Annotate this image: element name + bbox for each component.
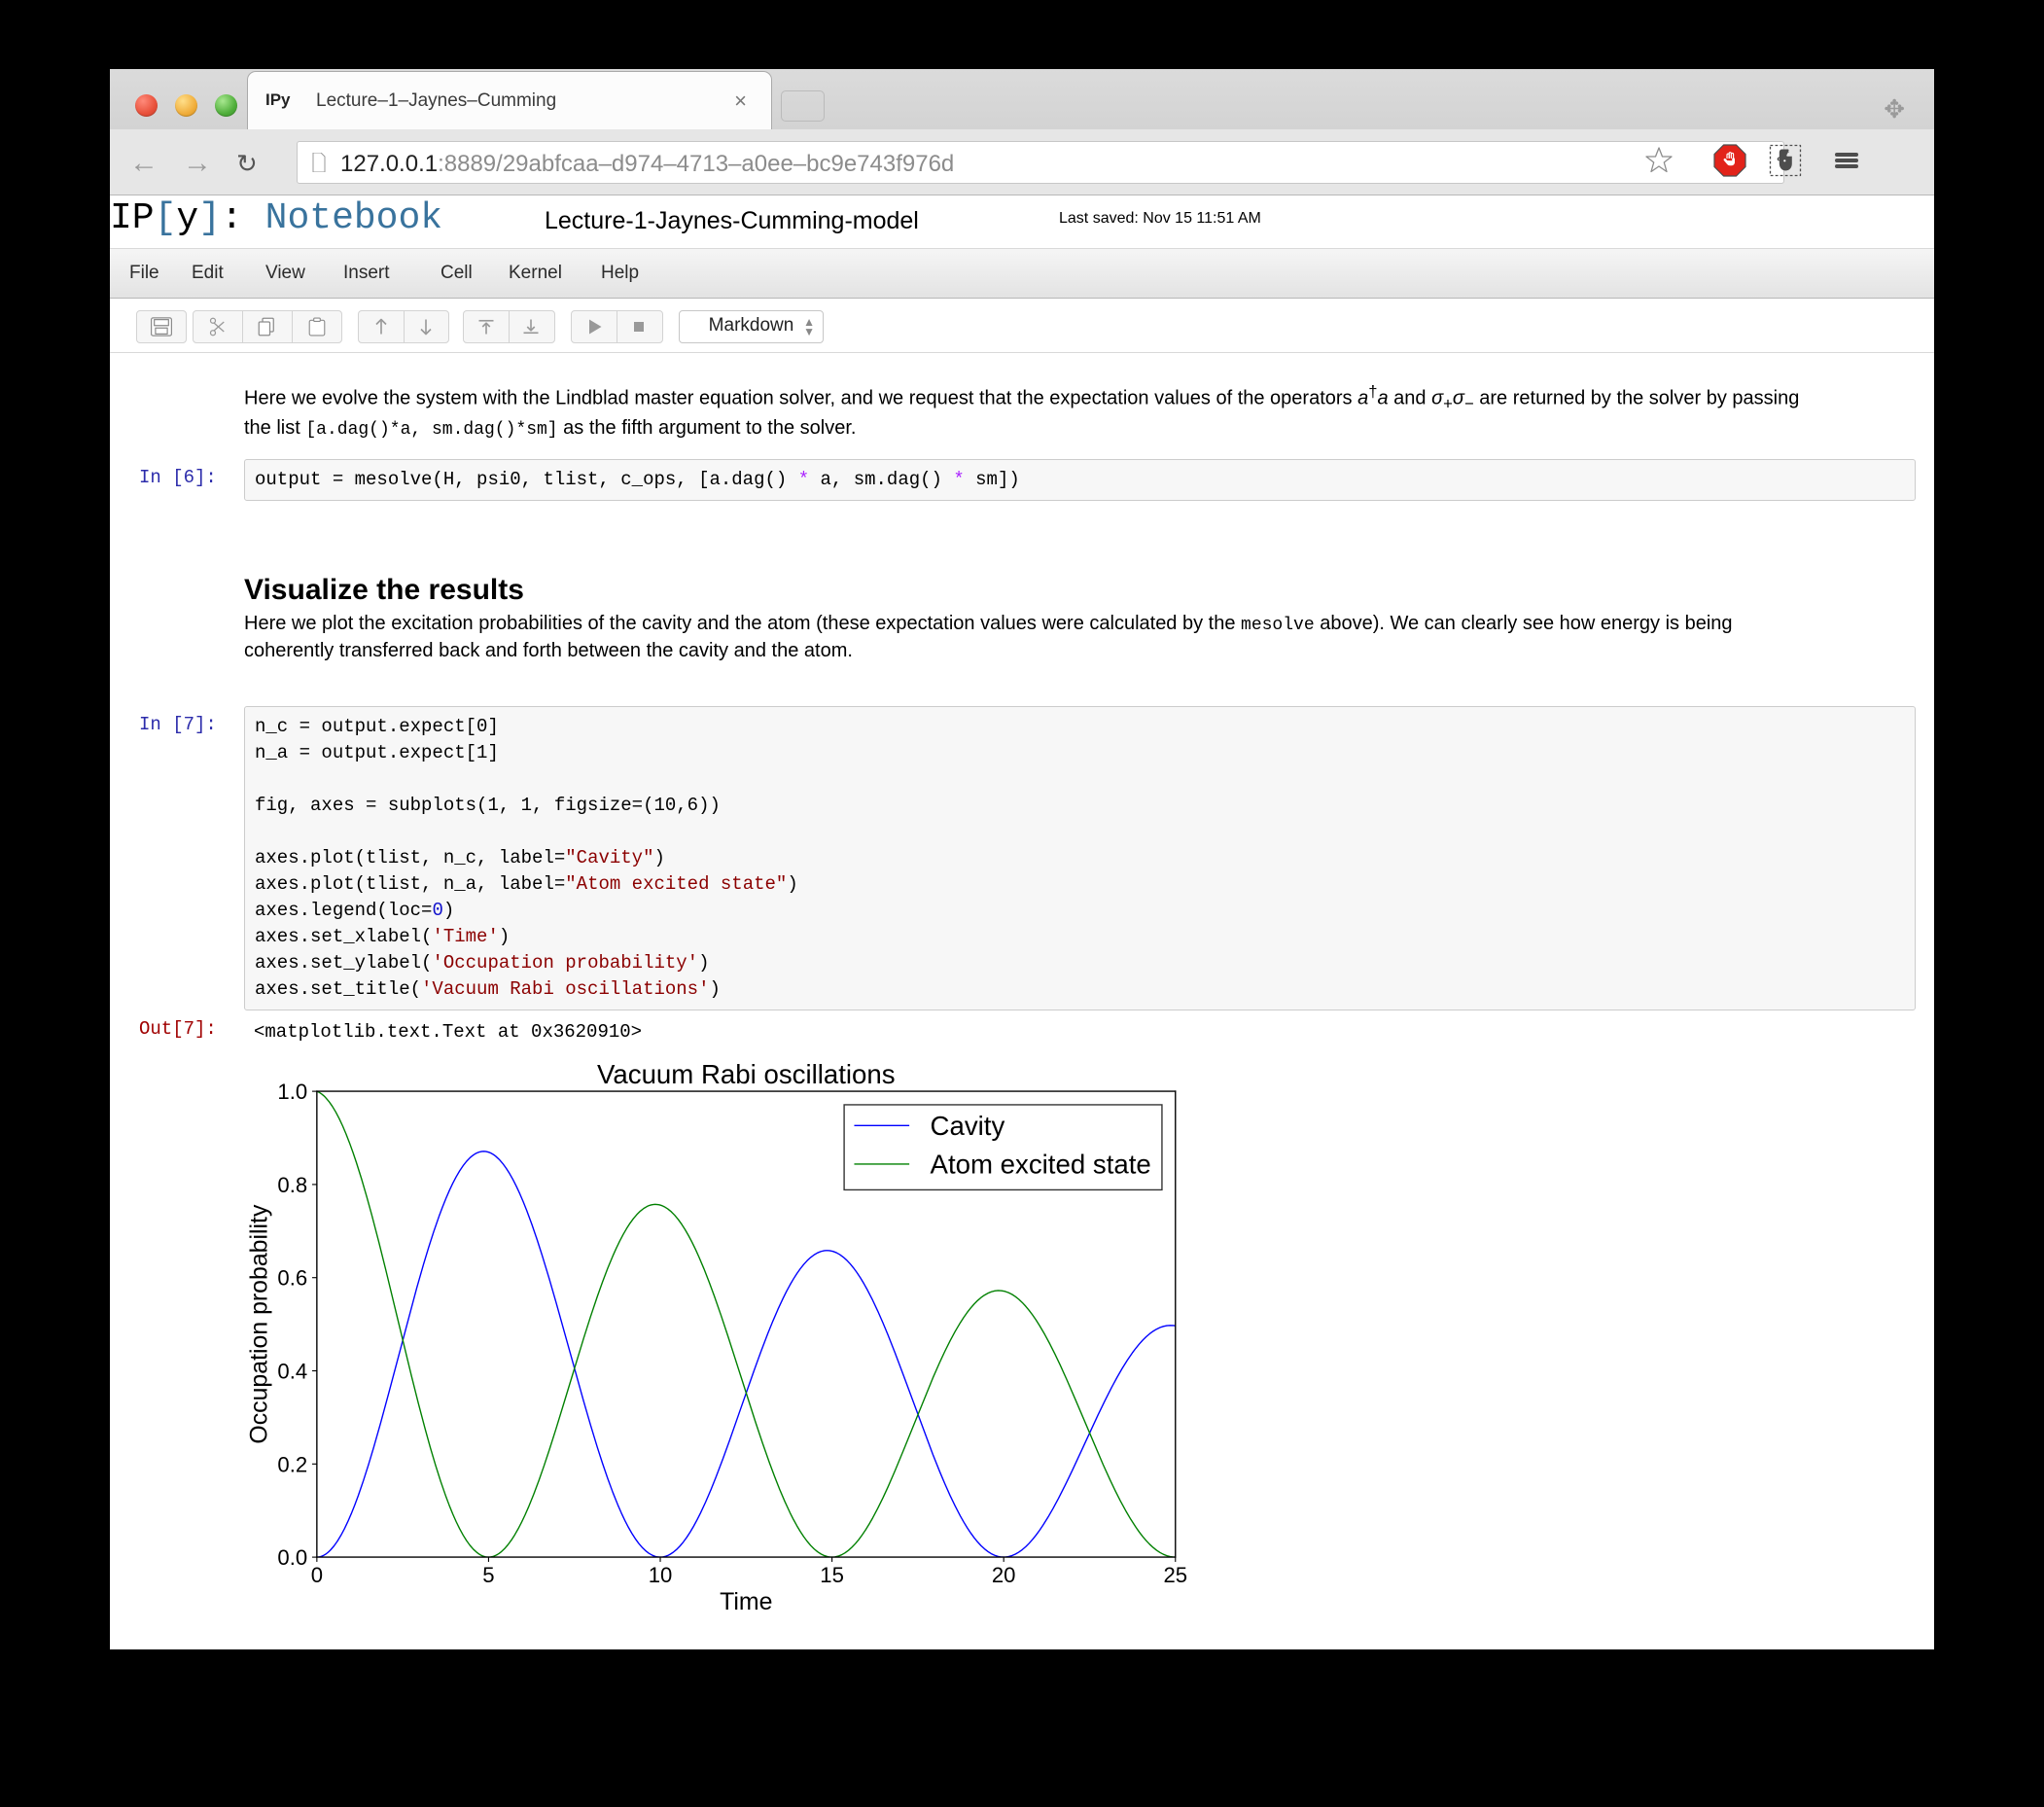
svg-text:5: 5 (482, 1563, 494, 1587)
svg-text:0.8: 0.8 (277, 1173, 307, 1197)
svg-text:10: 10 (649, 1563, 673, 1587)
svg-text:0.4: 0.4 (277, 1360, 307, 1384)
svg-text:0: 0 (311, 1563, 323, 1587)
svg-text:Vacuum Rabi oscillations: Vacuum Rabi oscillations (597, 1059, 896, 1089)
svg-text:Occupation probability: Occupation probability (246, 1204, 273, 1444)
svg-text:0.2: 0.2 (277, 1452, 307, 1476)
svg-text:25: 25 (1163, 1563, 1187, 1587)
svg-text:0.0: 0.0 (277, 1545, 307, 1570)
svg-text:Time: Time (720, 1588, 772, 1615)
svg-text:Cavity: Cavity (931, 1111, 1005, 1141)
svg-text:Atom excited state: Atom excited state (931, 1150, 1151, 1180)
svg-text:0.6: 0.6 (277, 1266, 307, 1291)
svg-text:15: 15 (820, 1563, 844, 1587)
svg-text:20: 20 (992, 1563, 1016, 1587)
svg-text:1.0: 1.0 (277, 1080, 307, 1104)
